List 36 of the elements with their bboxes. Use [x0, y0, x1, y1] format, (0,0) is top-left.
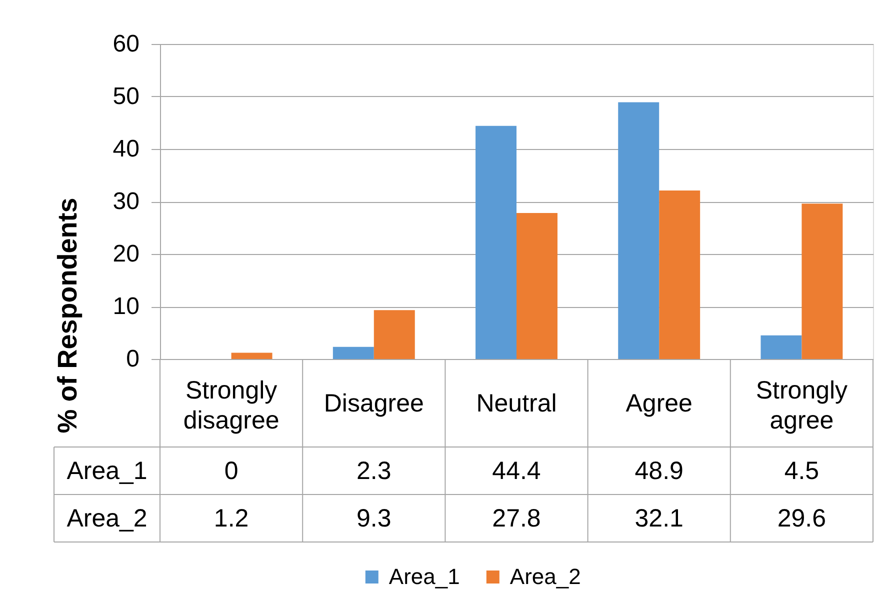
- y-tick-label: 50: [112, 83, 140, 110]
- x-tick-label: Disagree: [324, 390, 424, 418]
- data-label: 44.4: [492, 456, 541, 485]
- y-axis-title: % of Respondents: [52, 198, 82, 434]
- x-tick-label: Strongly disagree: [183, 376, 280, 434]
- data-label: 4.5: [784, 456, 820, 485]
- bar: [332, 346, 374, 359]
- y-tick-label: 10: [112, 293, 140, 320]
- y-tick-label: 40: [112, 136, 140, 162]
- x-tick-label: Neutral: [476, 390, 557, 418]
- y-tick-label: 20: [112, 240, 140, 268]
- data-label: 32.1: [634, 504, 684, 532]
- data-label: 0: [224, 456, 238, 485]
- text: Area_2: [66, 504, 148, 532]
- bar: [618, 102, 660, 359]
- data-label: 48.9: [634, 456, 684, 485]
- y-tick-label: 60: [112, 30, 140, 58]
- data-label: 9.3: [356, 504, 392, 532]
- x-tick-label: Strongly agree: [756, 376, 848, 434]
- bar: [231, 352, 272, 359]
- legend-label: Area_2: [510, 564, 581, 589]
- y-tick-label: 0: [126, 346, 140, 372]
- x-tick-label: Agree: [626, 390, 692, 418]
- bar: [516, 213, 558, 359]
- data-label: 1.2: [214, 504, 249, 532]
- bar: [659, 190, 700, 359]
- bar: [760, 335, 802, 359]
- y-tick-label: 30: [112, 188, 140, 215]
- data-label: 27.8: [492, 504, 541, 532]
- bar: [476, 126, 516, 359]
- legend-label: Area_1: [388, 564, 460, 589]
- bar: [374, 310, 415, 359]
- data-label: 2.3: [356, 456, 392, 485]
- bar: [802, 204, 843, 359]
- text: Area_1: [66, 456, 148, 485]
- data-label: 29.6: [777, 504, 826, 532]
